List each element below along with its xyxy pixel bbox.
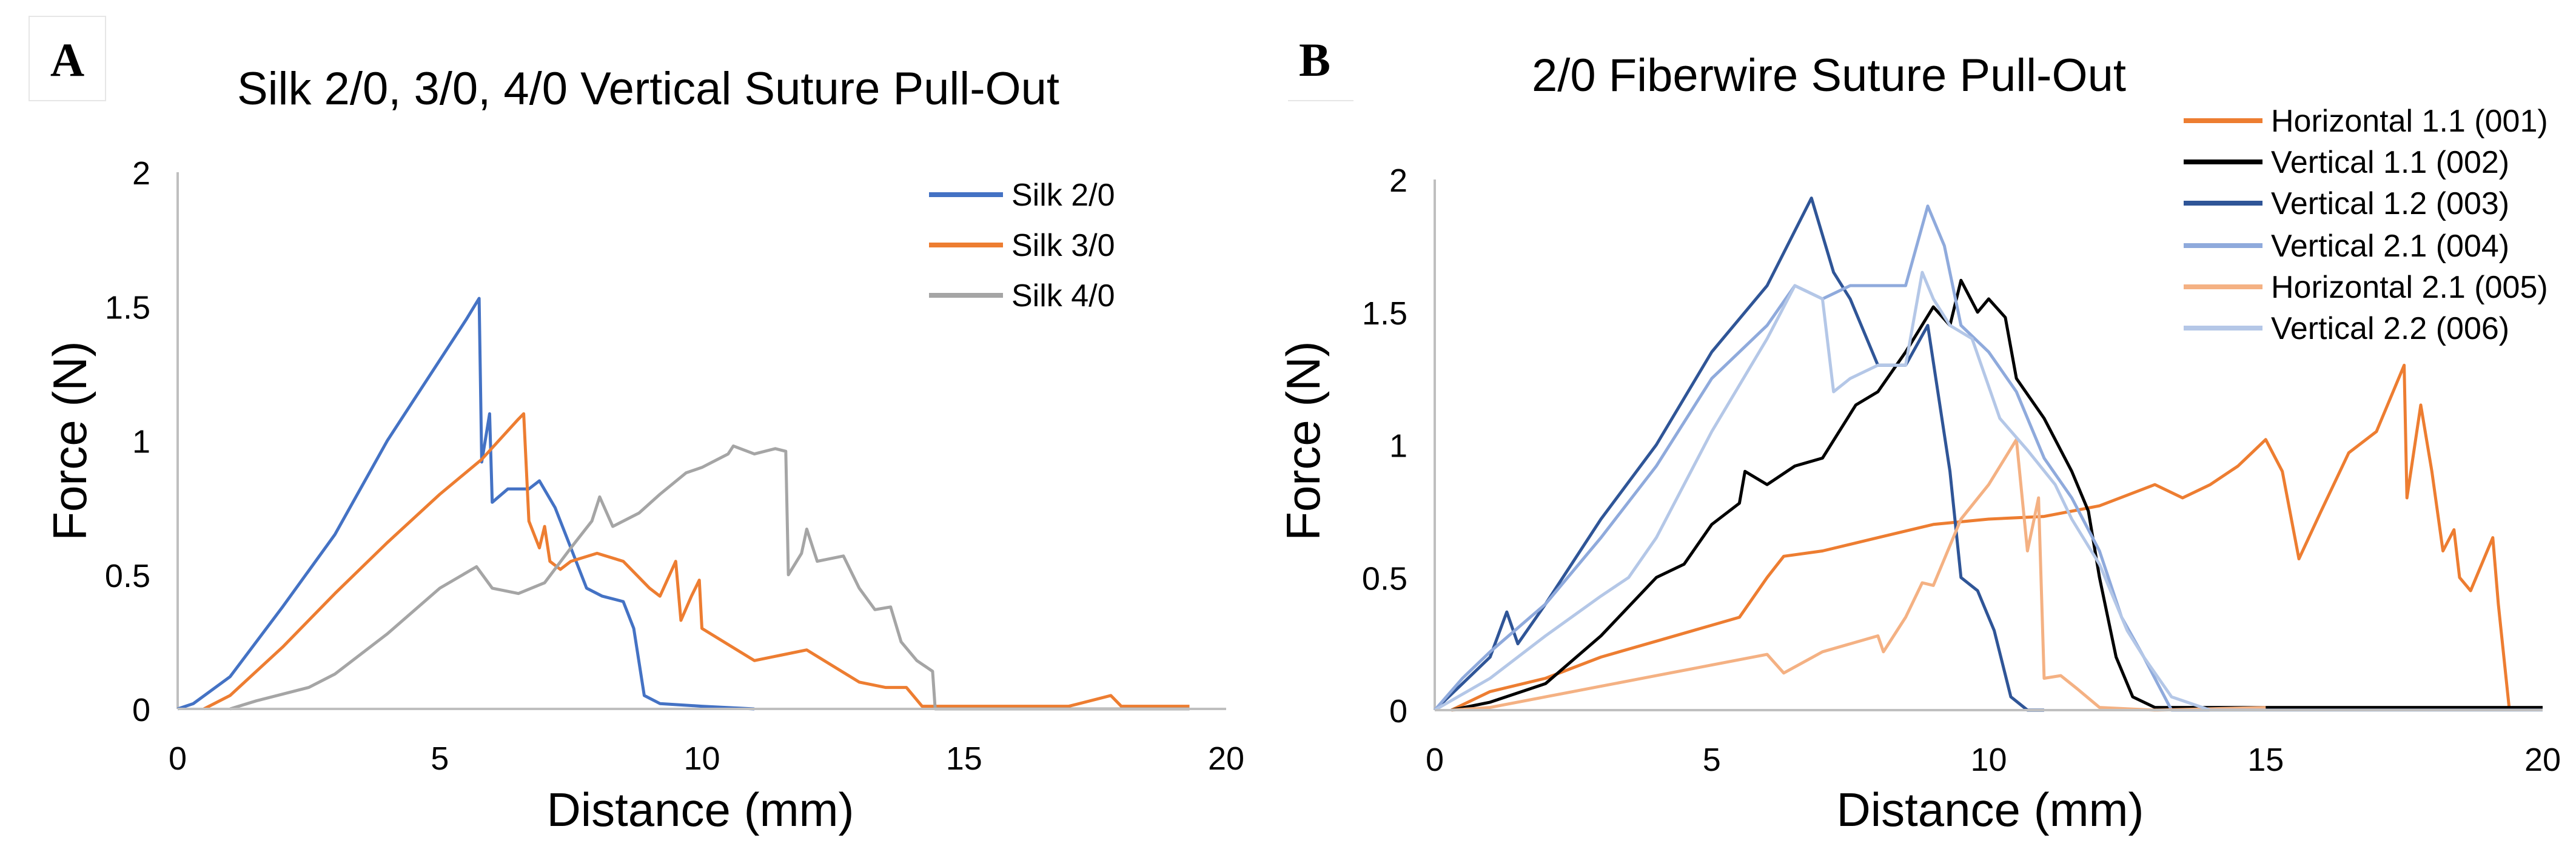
legend-label: Vertical 1.2 (003) bbox=[2271, 186, 2509, 221]
chart-title: 2/0 Fiberwire Suture Pull-Out bbox=[1532, 50, 2126, 101]
legend-item: Horizontal 1.1 (001) bbox=[2184, 104, 2548, 139]
series-line-vertical-2-1-004 bbox=[1434, 204, 2543, 712]
legend-item: Vertical 1.2 (003) bbox=[2184, 186, 2509, 221]
legend-label: Horizontal 1.1 (001) bbox=[2271, 104, 2548, 139]
series-line-vertical-2-2-006 bbox=[1434, 270, 2543, 712]
y-tick-label: 0 bbox=[132, 692, 150, 728]
y-tick-label: 1.5 bbox=[1362, 295, 1407, 332]
y-tick-label: 0.5 bbox=[1362, 560, 1407, 597]
x-axis-title: Distance (mm) bbox=[546, 783, 854, 836]
x-tick-label: 0 bbox=[169, 740, 187, 777]
x-tick-label: 10 bbox=[683, 740, 720, 777]
y-tick-label: 1 bbox=[132, 424, 150, 460]
legend-item: Vertical 1.1 (002) bbox=[2184, 145, 2509, 180]
panel-label: A bbox=[50, 33, 84, 86]
x-tick-label: 20 bbox=[1208, 740, 1244, 777]
legend-label: Silk 2/0 bbox=[1011, 178, 1115, 213]
legend-item: Horizontal 2.1 (005) bbox=[2184, 270, 2548, 305]
chart-title: Silk 2/0, 3/0, 4/0 Vertical Suture Pull-… bbox=[237, 63, 1059, 115]
legend-item: Silk 4/0 bbox=[929, 278, 1115, 314]
y-tick-label: 1 bbox=[1389, 428, 1407, 465]
series-line-vertical-1-2-003 bbox=[1434, 196, 2044, 712]
series-line-horizontal-1-1-001 bbox=[1451, 363, 2543, 712]
y-axis-title: Force (N) bbox=[1276, 341, 1330, 540]
y-tick-label: 2 bbox=[1389, 163, 1407, 199]
legend-label: Horizontal 2.1 (005) bbox=[2271, 270, 2548, 305]
legend-label: Silk 3/0 bbox=[1011, 228, 1115, 263]
x-tick-label: 0 bbox=[1426, 742, 1444, 778]
legend-item: Silk 3/0 bbox=[929, 228, 1115, 263]
legend-item: Silk 2/0 bbox=[929, 178, 1115, 213]
chart-panel-b: B 2/0 Fiberwire Suture Pull-Out Distance… bbox=[1276, 33, 2561, 836]
x-axis-title: Distance (mm) bbox=[1836, 783, 2144, 836]
series-line-horizontal-2-1-005 bbox=[1451, 438, 2266, 712]
x-tick-label: 5 bbox=[431, 740, 449, 777]
y-tick-label: 0 bbox=[1389, 693, 1407, 730]
y-tick-label: 0.5 bbox=[105, 558, 150, 594]
x-tick-label: 10 bbox=[1970, 742, 2007, 778]
x-tick-label: 20 bbox=[2524, 742, 2561, 778]
y-tick-label: 1.5 bbox=[105, 289, 150, 326]
legend-label: Silk 4/0 bbox=[1011, 278, 1115, 314]
legend: Horizontal 1.1 (001) Vertical 1.1 (002) Ve… bbox=[2184, 104, 2548, 346]
x-tick-label: 5 bbox=[1703, 742, 1721, 778]
legend-label: Vertical 2.1 (004) bbox=[2271, 229, 2509, 264]
y-axis-title: Force (N) bbox=[43, 341, 96, 540]
legend-label: Vertical 1.1 (002) bbox=[2271, 145, 2509, 180]
x-tick-label: 15 bbox=[946, 740, 982, 777]
legend-item: Vertical 2.2 (006) bbox=[2184, 311, 2509, 346]
x-tick-label: 15 bbox=[2247, 742, 2284, 778]
legend-item: Vertical 2.1 (004) bbox=[2184, 229, 2509, 264]
panel-label-box bbox=[29, 16, 106, 101]
y-tick-label: 2 bbox=[132, 155, 150, 192]
legend-label: Vertical 2.2 (006) bbox=[2271, 311, 2509, 346]
chart-panel-a: A Silk 2/0, 3/0, 4/0 Vertical Suture Pul… bbox=[29, 16, 1244, 836]
series-line-vertical-1-1-002 bbox=[1451, 278, 2543, 712]
series-line-silk-3-0 bbox=[203, 412, 1190, 711]
panel-label: B bbox=[1299, 33, 1330, 86]
legend: Silk 2/0 Silk 3/0 Silk 4/0 bbox=[929, 178, 1115, 314]
series-line-silk-2-0 bbox=[177, 297, 755, 711]
series-line-silk-4-0 bbox=[229, 444, 1190, 711]
